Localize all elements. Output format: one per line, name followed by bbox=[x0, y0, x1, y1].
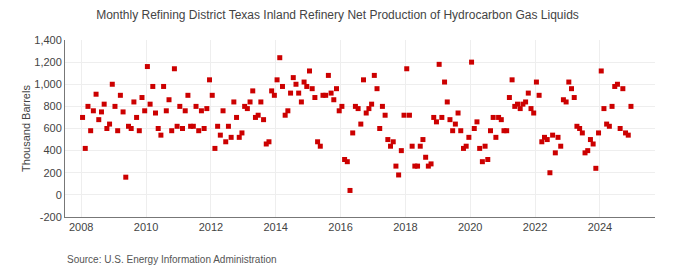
svg-text:2016: 2016 bbox=[328, 221, 352, 233]
svg-text:2024: 2024 bbox=[588, 221, 612, 233]
svg-text:2012: 2012 bbox=[199, 221, 223, 233]
svg-text:0: 0 bbox=[56, 189, 62, 201]
svg-text:2008: 2008 bbox=[69, 221, 93, 233]
svg-text:1,400: 1,400 bbox=[34, 34, 62, 46]
svg-text:Source: U.S. Energy Informatio: Source: U.S. Energy Information Administ… bbox=[67, 254, 277, 265]
svg-text:2020: 2020 bbox=[458, 221, 482, 233]
svg-text:600: 600 bbox=[43, 122, 61, 134]
svg-text:2010: 2010 bbox=[134, 221, 158, 233]
svg-text:200: 200 bbox=[43, 167, 61, 179]
svg-text:1,000: 1,000 bbox=[34, 78, 62, 90]
svg-text:2014: 2014 bbox=[263, 221, 287, 233]
svg-text:Monthly Refining District Texa: Monthly Refining District Texas Inland R… bbox=[96, 8, 579, 22]
svg-text:Thousand Barrels: Thousand Barrels bbox=[20, 85, 32, 172]
svg-text:800: 800 bbox=[43, 100, 61, 112]
svg-text:400: 400 bbox=[43, 144, 61, 156]
svg-text:-200: -200 bbox=[40, 211, 62, 223]
svg-text:2018: 2018 bbox=[393, 221, 417, 233]
svg-text:1,200: 1,200 bbox=[34, 56, 62, 68]
svg-text:2022: 2022 bbox=[523, 221, 547, 233]
